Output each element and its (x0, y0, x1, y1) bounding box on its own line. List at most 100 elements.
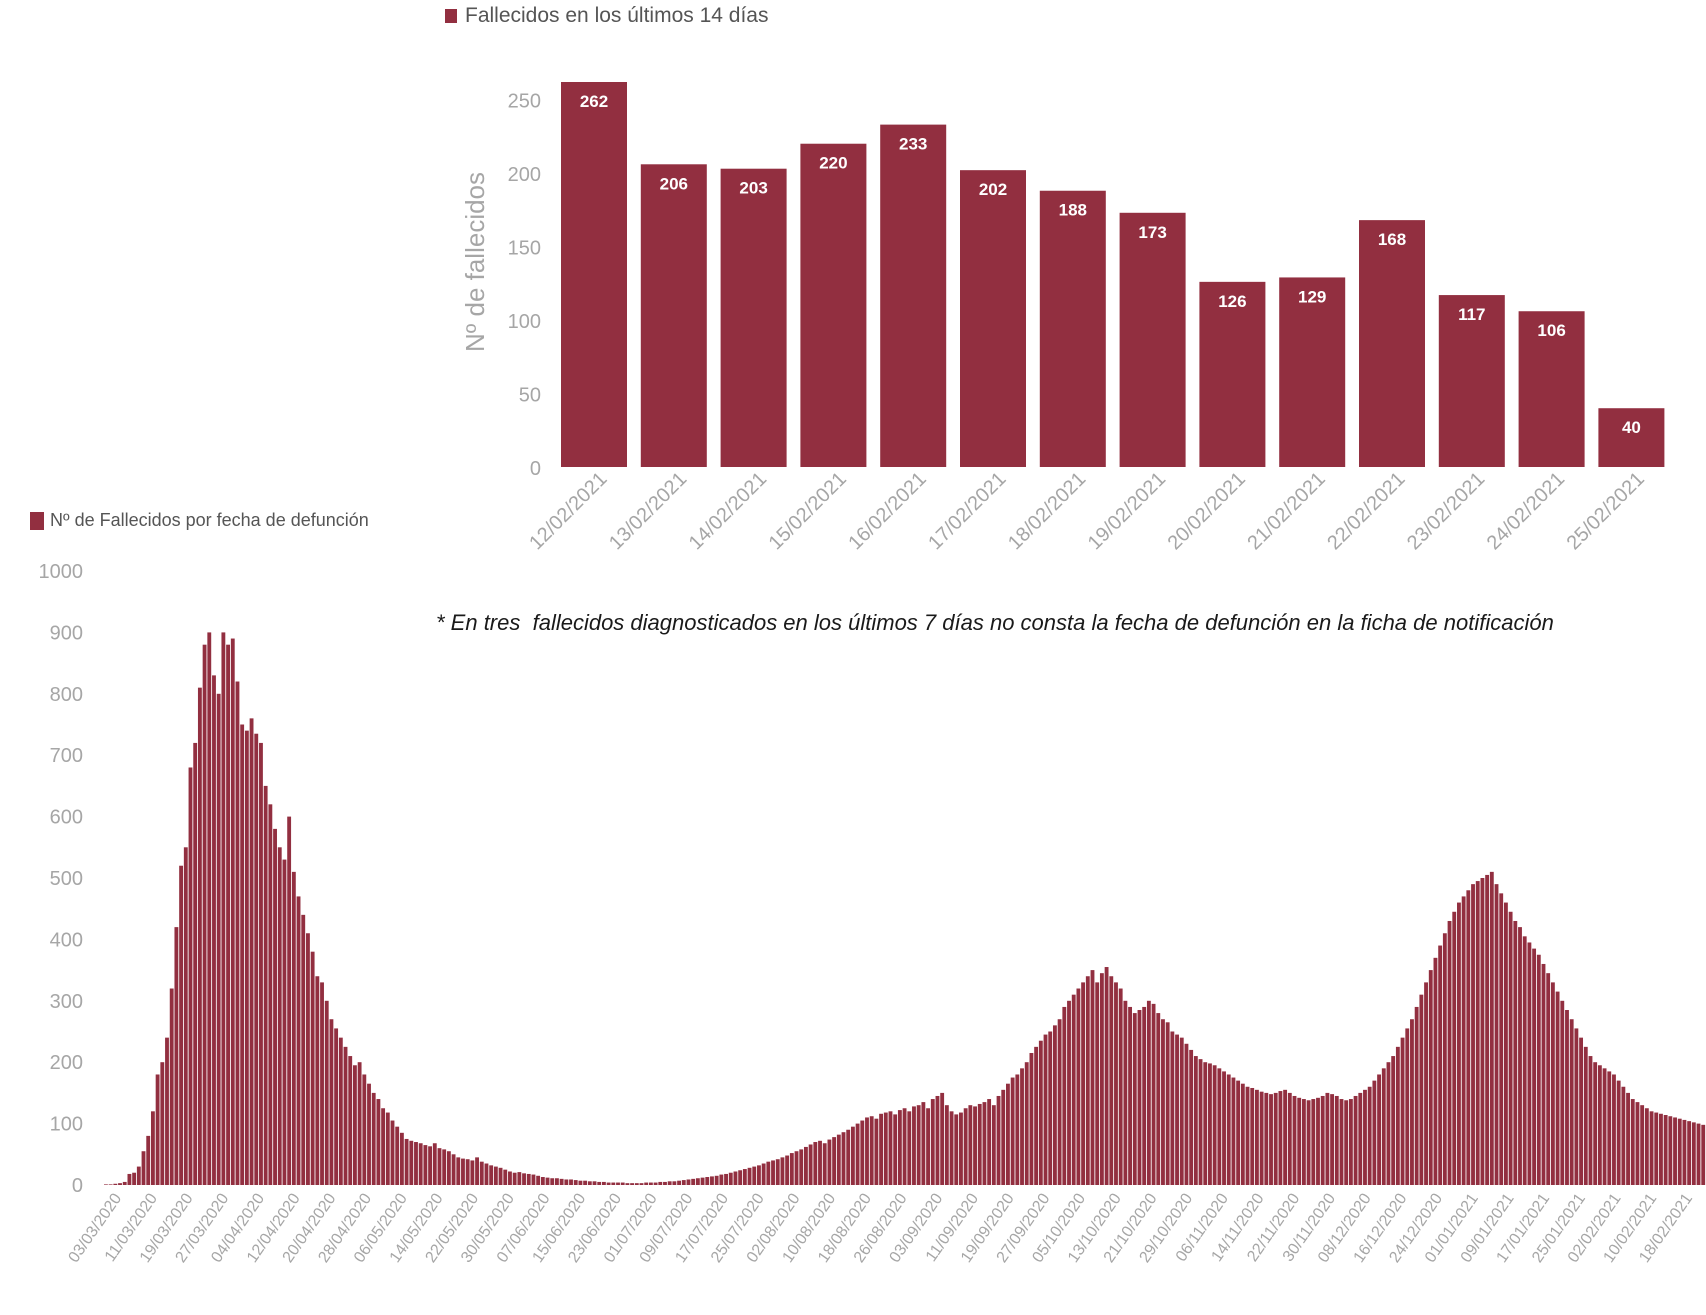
bar (1419, 994, 1424, 1185)
bar (728, 1172, 733, 1185)
bar (1626, 1092, 1630, 1185)
bar (827, 1139, 832, 1185)
bar (907, 1111, 912, 1185)
bar (705, 1177, 710, 1185)
bar (855, 1123, 860, 1185)
bar (150, 1111, 155, 1185)
bar (118, 1183, 122, 1185)
bar (498, 1167, 503, 1185)
bar (1687, 1121, 1692, 1185)
bar (268, 804, 273, 1185)
bar (832, 1137, 837, 1185)
bar (1677, 1118, 1682, 1185)
bar (1353, 1095, 1358, 1185)
bar (1489, 871, 1494, 1185)
bar (1358, 1092, 1363, 1185)
bar (800, 143, 867, 467)
bar (291, 871, 296, 1185)
bar (451, 1154, 456, 1185)
bar (771, 1160, 775, 1185)
bar (310, 951, 315, 1185)
bar (640, 164, 707, 467)
bar (860, 1120, 865, 1185)
bar (428, 1146, 433, 1185)
bar (977, 1103, 982, 1185)
bar (747, 1167, 752, 1185)
bar (1334, 1095, 1339, 1185)
bar-value-label: 188 (1059, 201, 1087, 220)
bar (174, 927, 179, 1185)
bar (681, 1180, 686, 1185)
bar (418, 1143, 423, 1185)
bar (880, 124, 947, 467)
bar (1301, 1099, 1306, 1185)
bar (893, 1114, 898, 1185)
bar (1114, 982, 1118, 1185)
bar (263, 785, 268, 1185)
bar (1217, 1068, 1222, 1185)
bar (197, 687, 202, 1185)
y-tick-label: 0 (530, 458, 541, 480)
bar (569, 1179, 573, 1185)
bar (1433, 957, 1438, 1185)
bar (695, 1178, 700, 1185)
bar (249, 718, 254, 1185)
bar (432, 1143, 437, 1185)
bar (930, 1099, 935, 1185)
bar (188, 767, 193, 1185)
bar (1015, 1074, 1020, 1185)
bar (1659, 1113, 1663, 1185)
bar (1569, 1019, 1574, 1185)
bar-value-label: 173 (1138, 223, 1166, 242)
bar (1203, 1062, 1208, 1185)
bar (1184, 1043, 1189, 1185)
bar (578, 1180, 583, 1185)
bar (935, 1095, 940, 1185)
bar (1151, 1003, 1156, 1185)
bar (1701, 1124, 1706, 1185)
footnote: * En tres fallecidos diagnosticados en l… (436, 610, 1554, 635)
bar (357, 1062, 362, 1185)
bar (376, 1099, 381, 1185)
bar (1208, 1063, 1212, 1185)
bar (738, 1170, 743, 1185)
top-chart-legend: Fallecidos en los últimos 14 días (445, 4, 769, 28)
bar (1612, 1074, 1616, 1185)
y-tick-label: 700 (50, 745, 83, 767)
bar (644, 1182, 649, 1185)
y-tick-label: 100 (508, 311, 541, 333)
bar (301, 914, 306, 1185)
bar (1034, 1046, 1039, 1185)
bar (540, 1177, 545, 1185)
bar (761, 1163, 766, 1185)
bar (1508, 911, 1513, 1185)
bar (897, 1110, 902, 1185)
bar (625, 1183, 630, 1185)
bar (954, 1114, 959, 1185)
bar (597, 1181, 602, 1185)
bar (874, 1118, 879, 1185)
bar (879, 1113, 884, 1185)
bar (785, 1155, 790, 1185)
bar (1273, 1092, 1278, 1185)
bar (446, 1151, 451, 1185)
bar (888, 1111, 893, 1185)
bar (1588, 1056, 1593, 1185)
bar (343, 1046, 348, 1185)
bar (437, 1148, 442, 1185)
bar (113, 1183, 118, 1185)
bar (1024, 1062, 1029, 1185)
bar (122, 1181, 127, 1185)
bar (287, 816, 292, 1185)
bar (573, 1180, 578, 1185)
bar (1447, 920, 1452, 1185)
bar (1579, 1037, 1584, 1185)
bar (1170, 1031, 1175, 1185)
bar (1283, 1089, 1288, 1185)
bar (921, 1102, 926, 1185)
bar (818, 1140, 822, 1185)
bar (616, 1182, 620, 1185)
bar (230, 638, 235, 1185)
bar (902, 1108, 907, 1185)
bar (1123, 1000, 1128, 1185)
